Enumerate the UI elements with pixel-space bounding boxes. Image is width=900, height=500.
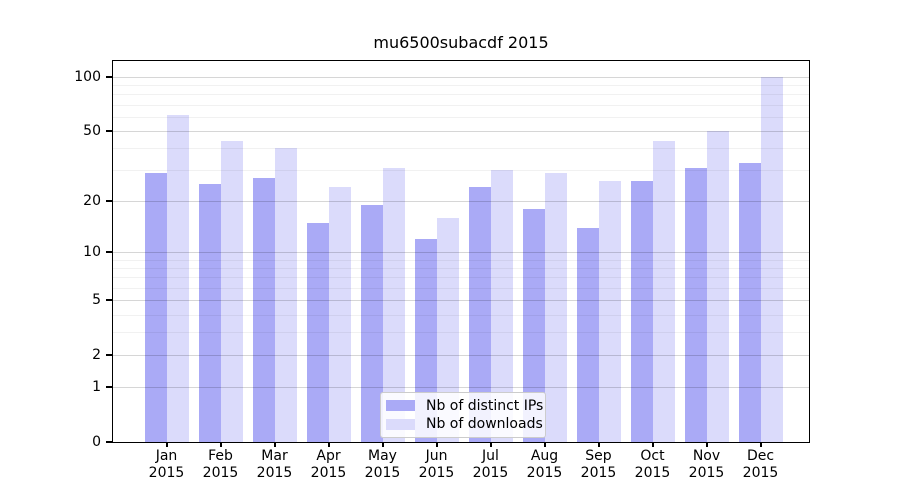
bar-distinct-ips-mar: [252, 178, 275, 442]
bar-distinct-ips-feb: [198, 184, 221, 442]
y-tick-label-5: 5: [92, 292, 101, 309]
gridline-20: [113, 201, 809, 202]
y-tick-mark-20: [106, 200, 112, 202]
bar-distinct-ips-may: [360, 204, 383, 442]
bar-downloads-mar: [274, 148, 297, 442]
x-tick-label-mar: Mar 2015: [256, 448, 293, 481]
bar-downloads-may: [382, 167, 405, 442]
x-tick-mark-mar: [273, 442, 276, 447]
y-tick-label-100: 100: [74, 68, 101, 85]
bar-downloads-apr: [328, 187, 351, 442]
x-tick-label-may: May 2015: [364, 448, 401, 481]
legend-item-distinct-ips: Nb of distinct IPs: [386, 398, 543, 414]
gridline-50: [113, 130, 809, 132]
gridline-100: [113, 76, 809, 78]
gridline-7: [113, 277, 809, 279]
x-tick-label-aug: Aug 2015: [526, 448, 563, 481]
bar-downloads-dec: [760, 77, 783, 442]
x-tick-label-oct: Oct 2015: [634, 448, 671, 481]
y-tick-label-50: 50: [83, 122, 101, 139]
x-tick-label-apr: Apr 2015: [310, 448, 347, 481]
bar-distinct-ips-jan: [144, 172, 167, 442]
y-tick-mark-100: [106, 75, 112, 78]
legend: Nb of distinct IPs Nb of downloads: [380, 392, 546, 438]
gridline-70: [113, 104, 809, 106]
x-tick-mark-may: [381, 442, 384, 447]
gridline-80: [113, 94, 809, 96]
y-tick-label-10: 10: [83, 244, 101, 261]
bar-distinct-ips-apr: [306, 222, 329, 442]
gridline-30: [113, 170, 809, 172]
bar-distinct-ips-nov: [684, 167, 707, 442]
bar-distinct-ips-dec: [738, 162, 761, 442]
legend-item-downloads: Nb of downloads: [386, 416, 543, 432]
gridline-90: [113, 84, 809, 86]
bar-downloads-oct: [652, 140, 675, 442]
gridline-8: [113, 268, 809, 269]
gridline-40: [113, 148, 809, 149]
bar-distinct-ips-aug: [522, 208, 545, 442]
y-tick-mark-0: [106, 441, 112, 443]
y-tick-label-1: 1: [92, 379, 101, 396]
plot-area: [112, 60, 810, 443]
x-tick-mark-aug: [543, 442, 546, 447]
x-tick-mark-nov: [705, 442, 708, 447]
gridline-2: [113, 355, 809, 356]
bar-distinct-ips-jun: [414, 238, 437, 442]
bar-downloads-aug: [544, 172, 567, 442]
gridline-6: [113, 287, 809, 289]
x-tick-label-nov: Nov 2015: [688, 448, 725, 481]
y-tick-mark-5: [106, 299, 112, 302]
gridline-60: [113, 116, 809, 118]
x-tick-label-sep: Sep 2015: [580, 448, 617, 481]
y-tick-label-0: 0: [92, 434, 101, 450]
gridline-3: [113, 332, 809, 334]
x-tick-mark-jan: [165, 442, 168, 447]
x-tick-label-jan: Jan 2015: [148, 448, 185, 481]
bar-distinct-ips-sep: [576, 227, 599, 442]
x-tick-mark-apr: [327, 442, 330, 447]
bar-downloads-jun: [436, 217, 459, 442]
plot-canvas: [113, 61, 809, 442]
bar-downloads-sep: [598, 181, 621, 442]
x-tick-mark-sep: [597, 442, 600, 447]
bar-downloads-feb: [220, 140, 243, 442]
x-tick-label-jun: Jun 2015: [418, 448, 455, 481]
x-tick-mark-feb: [219, 442, 222, 447]
y-tick-mark-10: [106, 251, 112, 254]
bar-downloads-nov: [706, 130, 729, 442]
y-tick-label-2: 2: [92, 347, 101, 363]
x-tick-mark-jun: [435, 442, 438, 447]
bar-distinct-ips-jul: [468, 187, 491, 442]
legend-swatch-downloads: [386, 418, 415, 430]
gridline-10: [113, 252, 809, 254]
y-tick-mark-50: [106, 129, 112, 132]
bar-distinct-ips-oct: [630, 181, 653, 442]
x-tick-mark-jul: [489, 442, 492, 447]
y-tick-mark-2: [106, 354, 112, 356]
x-tick-label-feb: Feb 2015: [202, 448, 239, 481]
y-tick-mark-1: [106, 386, 112, 389]
x-tick-mark-oct: [651, 442, 654, 447]
bar-downloads-jul: [490, 170, 513, 442]
legend-label-downloads: Nb of downloads: [426, 416, 543, 433]
chart-title: mu6500subacdf 2015: [373, 33, 549, 52]
x-tick-mark-dec: [759, 442, 762, 447]
y-tick-label-20: 20: [83, 193, 101, 209]
gridline-5: [113, 300, 809, 302]
x-tick-label-dec: Dec 2015: [742, 448, 779, 481]
gridline-4: [113, 314, 809, 316]
legend-label-distinct-ips: Nb of distinct IPs: [426, 397, 544, 414]
legend-swatch-distinct-ips: [386, 400, 415, 412]
gridline-9: [113, 259, 809, 261]
x-tick-label-jul: Jul 2015: [472, 448, 509, 481]
gridline-1: [113, 387, 809, 389]
bar-downloads-jan: [166, 115, 189, 442]
